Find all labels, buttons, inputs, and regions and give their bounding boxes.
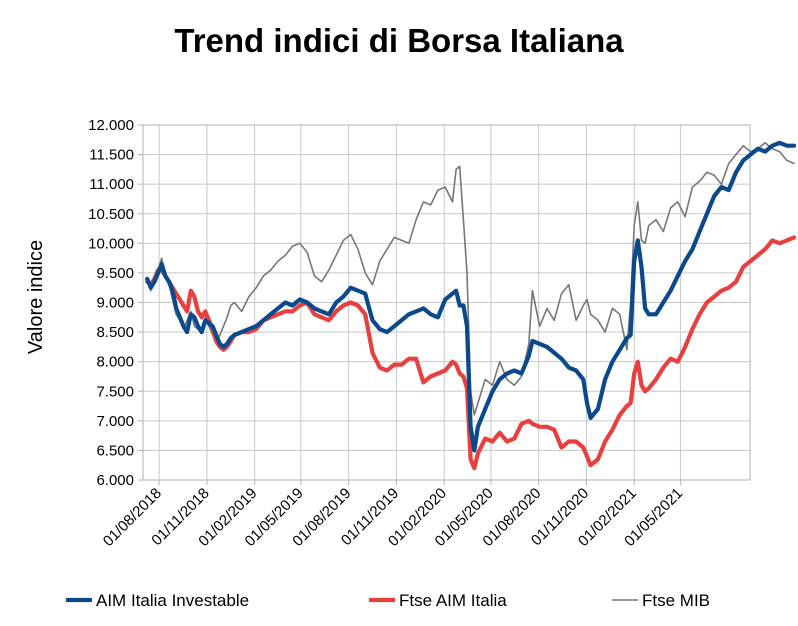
y-tick-label: 11.500 bbox=[89, 147, 134, 164]
y-tick-labels: 6.000 6.500 7.000 7.500 8.000 8.500 9.000 9.500… bbox=[88, 117, 134, 489]
y-tick-label: 9.500 bbox=[96, 265, 134, 282]
axes bbox=[138, 124, 751, 485]
y-tick-label: 8.000 bbox=[96, 354, 134, 371]
y-tick-label: 11.000 bbox=[89, 176, 134, 193]
y-tick-label: 6.000 bbox=[96, 472, 134, 489]
y-tick-label: 10.000 bbox=[88, 235, 134, 252]
y-tick-label: 12.000 bbox=[88, 117, 134, 134]
y-tick-label: 7.500 bbox=[96, 383, 134, 400]
legend-label-1: Ftse AIM Italia bbox=[399, 591, 507, 610]
legend-label-0: AIM Italia Investable bbox=[96, 591, 249, 610]
plot-area-border bbox=[142, 124, 751, 481]
series-lines bbox=[145, 140, 797, 471]
y-tick-label: 6.500 bbox=[96, 442, 134, 459]
series-line-0 bbox=[145, 140, 797, 453]
y-tick-label: 7.000 bbox=[96, 413, 134, 430]
x-tick-labels: 01/08/201801/11/201801/02/201901/05/2019… bbox=[100, 485, 686, 550]
chart-title: Trend indici di Borsa Italiana bbox=[174, 22, 624, 59]
grid-lines bbox=[143, 124, 750, 481]
y-tick-label: 8.500 bbox=[96, 324, 134, 341]
legend: AIM Italia Investable Ftse AIM Italia Ftse… bbox=[66, 591, 710, 610]
y-axis-title: Valore indice bbox=[25, 240, 47, 354]
legend-label-2: Ftse MIB bbox=[642, 591, 710, 610]
y-tick-label: 9.000 bbox=[96, 295, 134, 312]
y-tick-label: 10.500 bbox=[88, 206, 134, 223]
